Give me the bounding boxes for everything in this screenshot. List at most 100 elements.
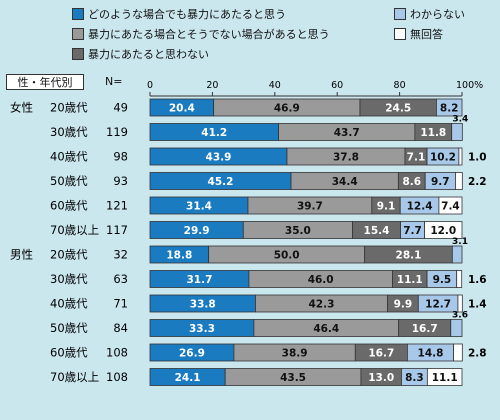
bar-value-label: 7.1 bbox=[407, 152, 426, 164]
bar-value-label: 12.4 bbox=[407, 201, 433, 213]
bar-value-label: 7.7 bbox=[403, 225, 422, 237]
bar-value-label: 41.2 bbox=[201, 127, 227, 139]
legend-label: 暴力にあたる場合とそうでない場合があると思う bbox=[88, 28, 330, 41]
bar-value-label: 35.0 bbox=[285, 225, 311, 237]
bar-value-label: 15.4 bbox=[364, 225, 390, 237]
bar-value-label: 9.1 bbox=[377, 201, 396, 213]
row-n-label: 121 bbox=[106, 199, 128, 213]
bar-value-label: 45.2 bbox=[208, 176, 234, 188]
row-age-label: 30歳代 bbox=[50, 125, 88, 139]
row-age-label: 40歳代 bbox=[50, 297, 88, 311]
bar-segment bbox=[438, 196, 463, 215]
bar-value-label: 20.4 bbox=[169, 103, 195, 115]
bar-value-label: 9.7 bbox=[431, 176, 450, 188]
row-age-label: 30歳代 bbox=[50, 272, 88, 286]
row-n-label: 108 bbox=[106, 346, 128, 360]
bar-value-label: 14.8 bbox=[418, 348, 444, 360]
bar-value-label: 12.0 bbox=[430, 225, 456, 237]
row-n-label: 117 bbox=[106, 223, 128, 237]
row-n-label: 32 bbox=[113, 248, 128, 262]
bar-value-label: 29.9 bbox=[184, 225, 210, 237]
legend-swatch bbox=[394, 28, 406, 40]
row-n-label: 93 bbox=[113, 174, 128, 188]
bar-value-label: 16.7 bbox=[412, 323, 438, 335]
bar-value-label: 39.7 bbox=[297, 201, 323, 213]
group-header: 性・年代別 bbox=[6, 74, 84, 90]
legend-swatch bbox=[72, 8, 84, 20]
bar-value-label: 28.1 bbox=[396, 250, 422, 262]
n-header: N= bbox=[105, 75, 123, 88]
row-n-label: 98 bbox=[113, 150, 128, 164]
bar-value-label-outside: 1.4 bbox=[468, 299, 487, 311]
x-tick-label: 80 bbox=[394, 80, 406, 91]
bar-value-label: 38.9 bbox=[282, 348, 308, 360]
x-tick-label: 40 bbox=[269, 80, 281, 91]
bar-value-label-outside: 1.0 bbox=[468, 152, 487, 164]
bar-value-label: 46.0 bbox=[308, 274, 334, 286]
bar-value-label: 12.7 bbox=[425, 299, 451, 311]
row-age-label: 70歳以上 bbox=[50, 223, 99, 237]
legend-label: 無回答 bbox=[410, 28, 443, 41]
bar-value-label: 11.1 bbox=[432, 372, 458, 384]
legend-swatch bbox=[394, 8, 406, 20]
bar-value-label-outside: 2.2 bbox=[468, 176, 487, 188]
bar-segment bbox=[436, 98, 463, 117]
bar-value-label: 46.9 bbox=[274, 103, 300, 115]
bar-value-label: 10.2 bbox=[430, 152, 456, 164]
bar-value-label: 9.9 bbox=[394, 299, 413, 311]
bar-value-label-outside: 1.6 bbox=[468, 274, 487, 286]
row-age-label: 50歳代 bbox=[50, 321, 88, 335]
bar-segment bbox=[458, 147, 463, 166]
bar-value-label: 31.7 bbox=[186, 274, 212, 286]
bar-value-label: 18.8 bbox=[166, 250, 192, 262]
x-tick-label: 0 bbox=[147, 80, 153, 91]
bar-segment bbox=[453, 343, 463, 362]
bar-segment bbox=[457, 294, 463, 313]
row-n-label: 108 bbox=[106, 370, 128, 384]
bar-value-label: 8.2 bbox=[440, 103, 459, 115]
legend-swatch bbox=[72, 48, 84, 60]
bar-value-label: 33.3 bbox=[189, 323, 215, 335]
bar-value-label: 11.1 bbox=[397, 274, 423, 286]
row-group-label: 女性 bbox=[10, 101, 33, 115]
bar-value-label: 46.4 bbox=[313, 323, 339, 335]
row-age-label: 40歳代 bbox=[50, 150, 88, 164]
row-age-label: 60歳代 bbox=[50, 346, 88, 360]
row-n-label: 63 bbox=[113, 272, 128, 286]
row-n-label: 49 bbox=[113, 101, 128, 115]
bar-value-label: 13.0 bbox=[368, 372, 394, 384]
row-age-label: 70歳以上 bbox=[50, 370, 99, 384]
bar-value-label: 26.9 bbox=[179, 348, 205, 360]
legend-item-no-answer: 無回答 bbox=[394, 28, 443, 41]
row-age-label: 50歳代 bbox=[50, 174, 88, 188]
x-tick-label: 20 bbox=[206, 80, 218, 91]
bar-value-label: 16.7 bbox=[368, 348, 394, 360]
bar-value-label: 34.4 bbox=[332, 176, 358, 188]
bar-value-label: 8.6 bbox=[402, 176, 421, 188]
x-tick-label: 60 bbox=[331, 80, 343, 91]
bar-value-label: 8.3 bbox=[405, 372, 424, 384]
bar-segment bbox=[456, 270, 463, 288]
bar-segment bbox=[451, 245, 463, 264]
row-n-label: 71 bbox=[113, 297, 128, 311]
bar-segment bbox=[450, 319, 463, 337]
bar-value-label-small: 3.1 bbox=[452, 237, 468, 247]
bar-value-label-small: 3.6 bbox=[452, 311, 468, 321]
bar-value-label: 50.0 bbox=[274, 250, 300, 262]
row-age-label: 20歳代 bbox=[50, 101, 88, 115]
bar-value-label: 43.9 bbox=[206, 152, 232, 164]
legend-label: わからない bbox=[410, 8, 465, 21]
bar-value-label: 33.8 bbox=[190, 299, 216, 311]
bar-value-label: 9.5 bbox=[433, 274, 452, 286]
legend-item-depends: 暴力にあたる場合とそうでない場合があると思う bbox=[72, 28, 330, 41]
bar-value-label: 37.8 bbox=[333, 152, 359, 164]
bar-value-label: 11.8 bbox=[420, 127, 446, 139]
bar-value-label-outside: 2.8 bbox=[468, 348, 487, 360]
row-n-label: 119 bbox=[106, 125, 128, 139]
bar-segment bbox=[451, 123, 463, 141]
bar-segment bbox=[455, 172, 463, 190]
row-age-label: 60歳代 bbox=[50, 199, 88, 213]
bar-value-label: 43.7 bbox=[334, 127, 360, 139]
bar-value-label: 24.5 bbox=[385, 103, 411, 115]
